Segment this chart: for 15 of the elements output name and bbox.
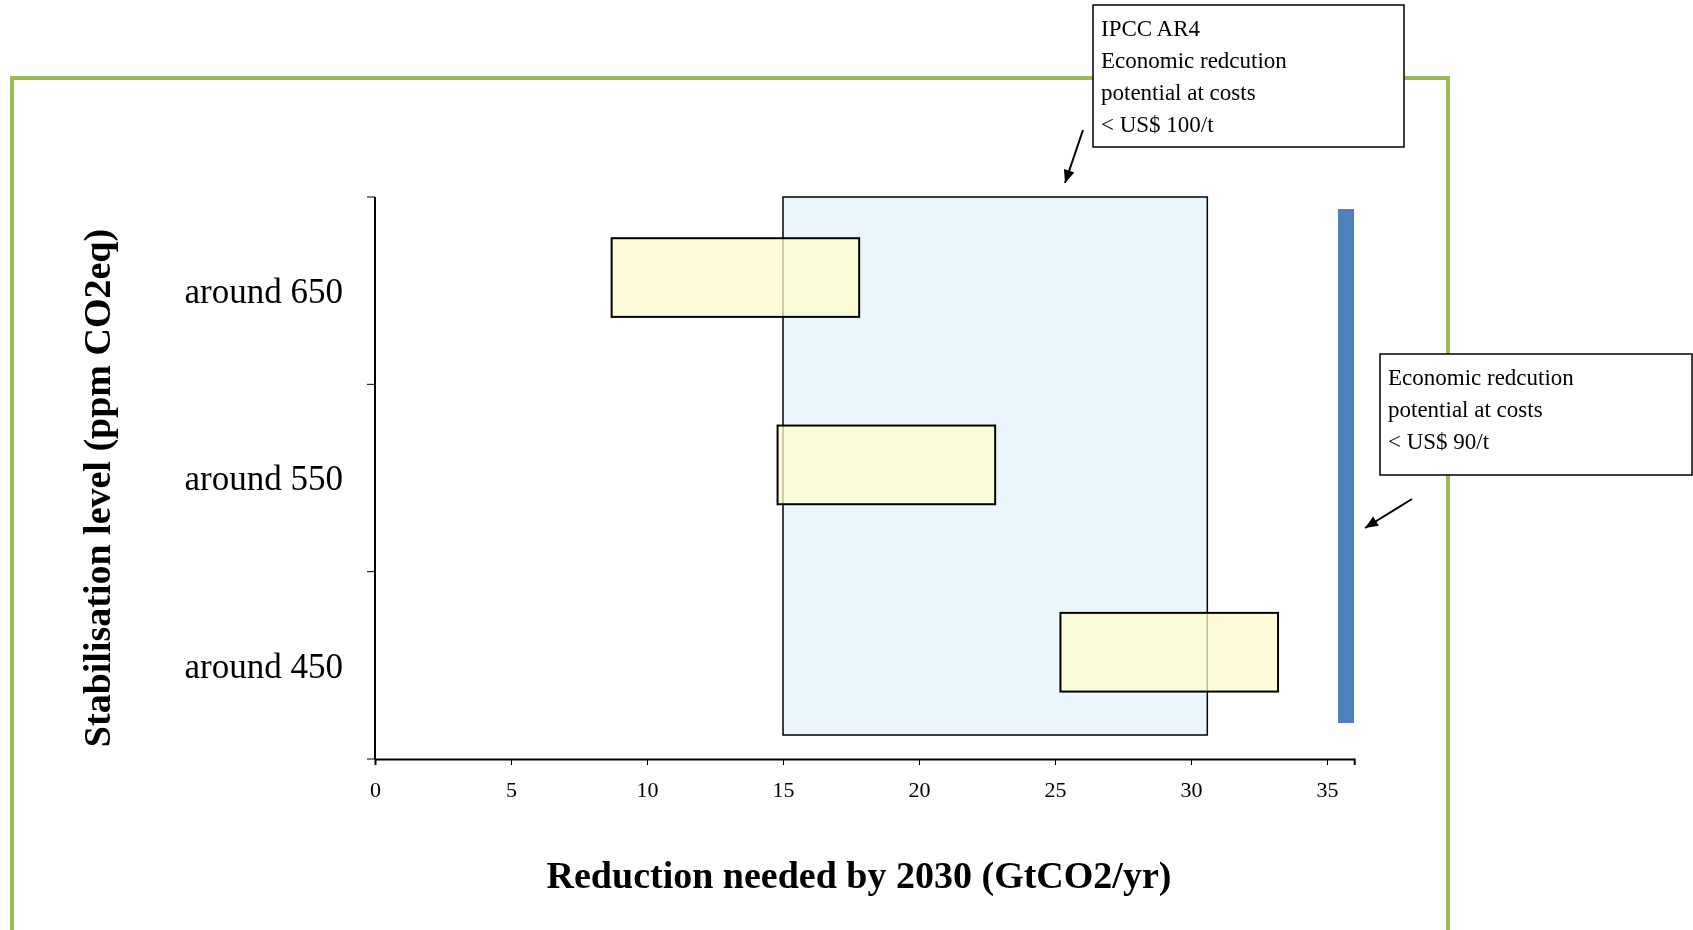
y-tick-label: around 450 — [184, 646, 343, 686]
x-tick-label: 25 — [1044, 776, 1067, 802]
band-label: IPCC AR4 Economic redcution potential at costs < US$ 100/t — [1101, 16, 1288, 137]
y-tick-label: around 650 — [184, 271, 343, 311]
ref-line-label: Economic redcution potential at costs < US$ 90/t — [1388, 365, 1575, 454]
x-tick-label: 20 — [908, 776, 931, 802]
x-axis-title: Reduction needed by 2030 (GtCO2/yr) — [546, 854, 1172, 897]
x-tick-label: 35 — [1316, 776, 1339, 802]
x-tick-label: 0 — [370, 776, 381, 802]
x-tick-label: 10 — [636, 776, 659, 802]
x-tick-label: 5 — [506, 776, 517, 802]
y-axis-title: Stabilisation level (ppm CO2eq) — [76, 228, 119, 748]
y-tick-label: around 550 — [184, 459, 343, 499]
x-tick-label: 30 — [1180, 776, 1203, 802]
x-tick-label: 15 — [772, 776, 795, 802]
